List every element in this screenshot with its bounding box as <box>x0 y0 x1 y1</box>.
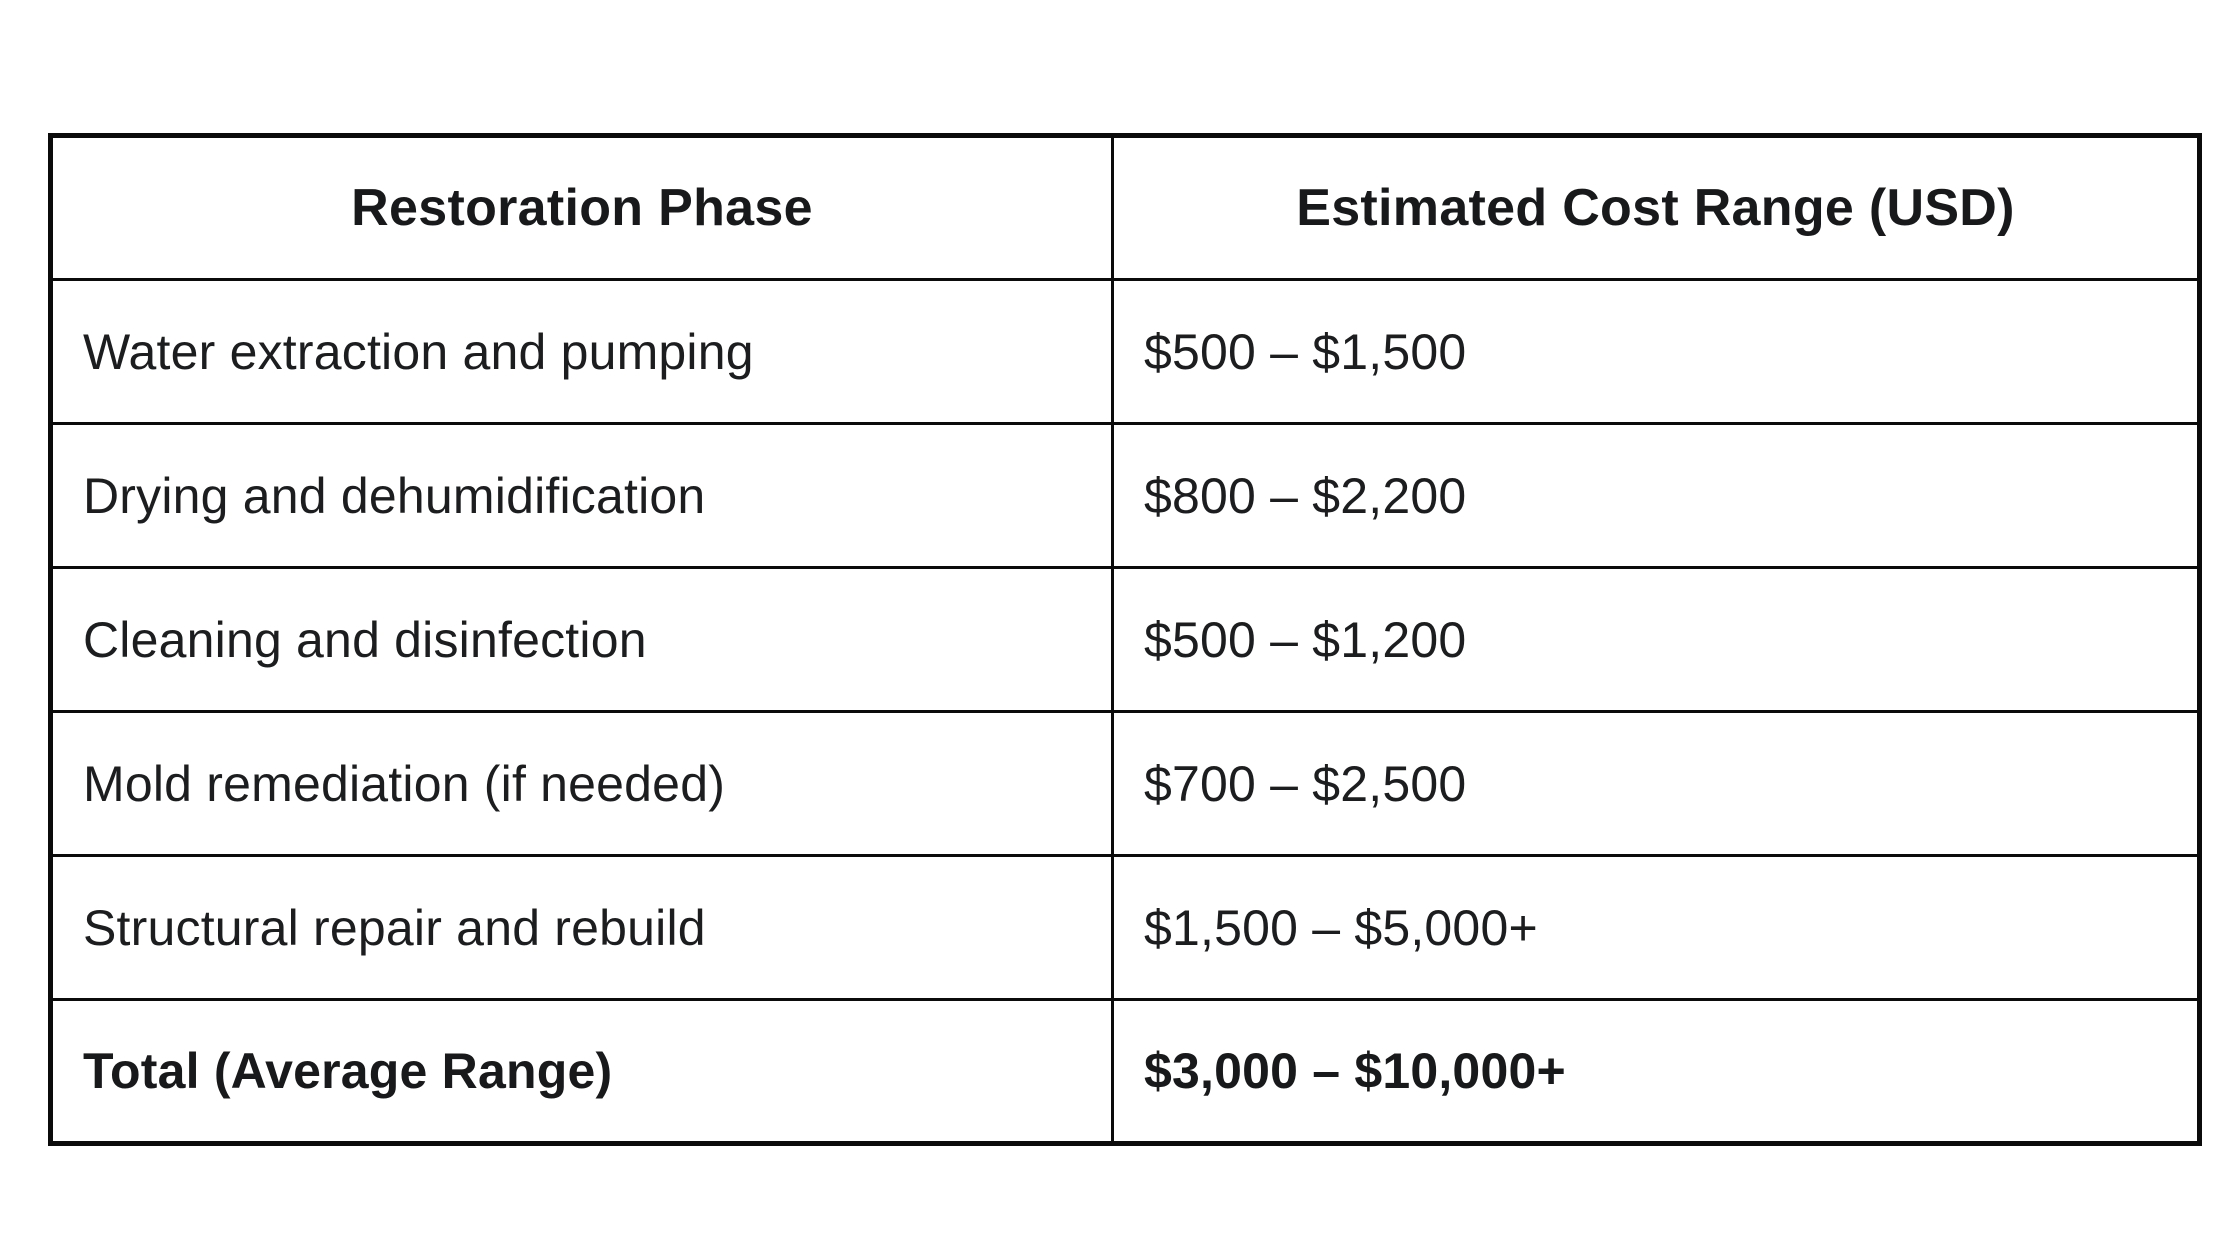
table-row: Drying and dehumidification $800 – $2,20… <box>49 422 2201 569</box>
cell-phase: Water extraction and pumping <box>49 278 1114 425</box>
cell-phase-total: Total (Average Range) <box>49 998 1114 1145</box>
table-row: Mold remediation (if needed) $700 – $2,5… <box>49 710 2201 857</box>
header-cell-restoration-phase: Restoration Phase <box>49 134 1114 281</box>
table-row: Structural repair and rebuild $1,500 – $… <box>49 854 2201 1001</box>
cell-cost: $1,500 – $5,000+ <box>1111 854 2201 1001</box>
cell-cost: $500 – $1,500 <box>1111 278 2201 425</box>
cell-cost: $800 – $2,200 <box>1111 422 2201 569</box>
header-cell-estimated-cost-range: Estimated Cost Range (USD) <box>1111 134 2201 281</box>
cell-phase: Mold remediation (if needed) <box>49 710 1114 857</box>
cell-cost: $500 – $1,200 <box>1111 566 2201 713</box>
header-row: Restoration Phase Estimated Cost Range (… <box>49 134 2201 281</box>
table-row-total: Total (Average Range) $3,000 – $10,000+ <box>49 998 2201 1145</box>
cell-phase: Structural repair and rebuild <box>49 854 1114 1001</box>
restoration-cost-table: Restoration Phase Estimated Cost Range (… <box>48 133 2202 1146</box>
cell-cost-total: $3,000 – $10,000+ <box>1111 998 2201 1145</box>
cell-phase: Cleaning and disinfection <box>49 566 1114 713</box>
table-row: Cleaning and disinfection $500 – $1,200 <box>49 566 2201 713</box>
table-row: Water extraction and pumping $500 – $1,5… <box>49 278 2201 425</box>
cell-cost: $700 – $2,500 <box>1111 710 2201 857</box>
cell-phase: Drying and dehumidification <box>49 422 1114 569</box>
